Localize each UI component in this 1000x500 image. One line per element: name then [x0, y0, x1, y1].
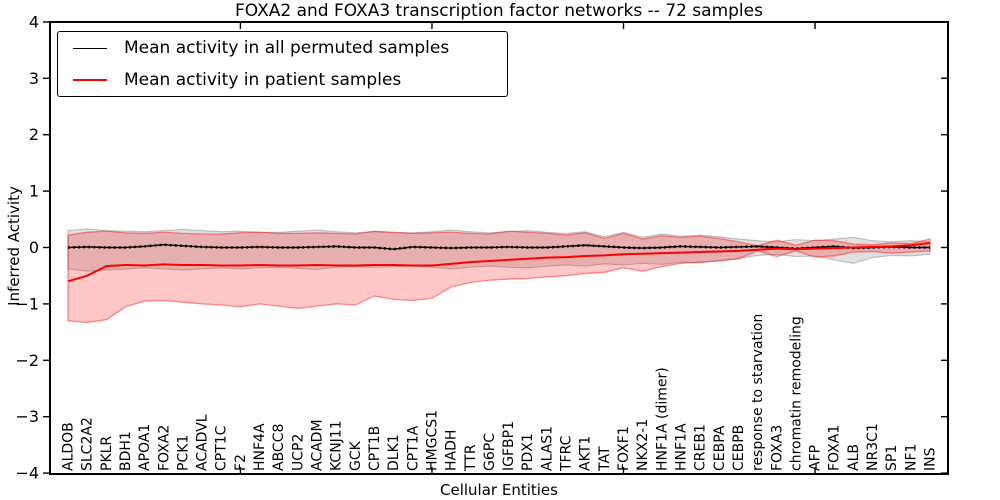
- x-tick-label: NKX2-1: [635, 419, 651, 471]
- line-patient-mean: [67, 241, 931, 283]
- x-tick-label: FOXA3: [769, 425, 785, 471]
- y-tick-label: 3: [29, 69, 39, 88]
- x-tick-label: HADH: [444, 430, 460, 471]
- x-tick-label: TAT: [597, 446, 613, 472]
- x-tick-label: HMGCS1: [424, 410, 440, 471]
- legend-label-permuted: Mean activity in all permuted samples: [124, 38, 450, 59]
- x-tick-label: CREB1: [693, 424, 709, 471]
- x-axis-label: Cellular Entities: [440, 481, 558, 499]
- x-tick-label: CPT1A: [405, 425, 421, 471]
- x-tick-label: FOXA2: [156, 425, 172, 471]
- x-tick-label: PCK1: [175, 435, 191, 471]
- x-tick-label: GCK: [348, 440, 364, 471]
- x-tick-label: G6PC: [482, 433, 498, 471]
- x-tick-label: INS: [923, 447, 939, 471]
- x-tick-label: UCP2: [290, 434, 306, 471]
- x-tick-label: BDH1: [118, 431, 134, 471]
- chart-title: FOXA2 and FOXA3 transcription factor net…: [235, 1, 763, 21]
- x-tick-label: CPT1B: [367, 426, 383, 471]
- x-tick-label: DLK1: [386, 434, 402, 471]
- legend-item-permuted: Mean activity in all permuted samples: [58, 33, 507, 63]
- band-patient: [67, 230, 931, 324]
- y-tick-label: 1: [29, 182, 39, 201]
- legend-line-sample-patient: [73, 78, 107, 81]
- x-tick-label: ACADM: [310, 419, 326, 471]
- x-tick-label: APOA1: [137, 424, 153, 471]
- x-tick-label: KCNJ11: [329, 420, 345, 471]
- y-tick-label: −2: [15, 351, 39, 370]
- x-tick-label: CPT1C: [214, 425, 230, 471]
- x-tick-label: ALDOB: [61, 422, 77, 471]
- x-tick-label: TTR: [463, 444, 479, 472]
- x-tick-label: SP1: [884, 445, 900, 471]
- x-tick-label: AKT1: [578, 436, 594, 471]
- x-tick-label: ALAS1: [539, 426, 555, 471]
- x-tick-label: TFRC: [559, 435, 575, 472]
- y-tick-label: 0: [29, 238, 39, 257]
- x-tick-label: SLC2A2: [80, 417, 96, 471]
- x-tick-label: FOXF1: [616, 426, 632, 471]
- legend: Mean activity in all permuted samples Me…: [57, 31, 508, 97]
- x-tick-label: response to starvation: [750, 314, 766, 471]
- x-tick-label: chromatin remodeling: [788, 316, 804, 471]
- x-tick-label: PDX1: [520, 433, 536, 471]
- x-tick-label: HNF4A: [252, 423, 268, 471]
- x-tick-label: HNF1A: [673, 423, 689, 471]
- x-tick-label: ALB: [846, 444, 862, 471]
- y-axis-label: Inferred Activity: [5, 186, 23, 306]
- x-tick-label: F2: [233, 454, 249, 471]
- legend-line-sample-permuted: [73, 47, 107, 49]
- y-tick-label: 4: [29, 13, 39, 32]
- x-tick-label: FOXA1: [827, 425, 843, 471]
- band-permuted: [67, 228, 931, 272]
- y-tick-label: −1: [15, 294, 39, 313]
- x-tick-label: ACADVL: [195, 414, 211, 471]
- legend-item-patient: Mean activity in patient samples: [58, 65, 507, 95]
- x-tick-label: CEBPA: [712, 425, 728, 471]
- y-tick-label: 2: [29, 125, 39, 144]
- x-tick-label: PKLR: [99, 436, 115, 471]
- x-tick-label: ABCC8: [271, 424, 287, 471]
- y-tick-label: −4: [15, 464, 39, 483]
- x-tick-label: CEBPB: [731, 425, 747, 471]
- x-tick-label: NF1: [903, 444, 919, 471]
- legend-label-patient: Mean activity in patient samples: [124, 69, 402, 90]
- x-tick-label: IGFBP1: [501, 421, 517, 471]
- x-tick-label: AFP: [808, 445, 824, 471]
- x-tick-label: NR3C1: [865, 423, 881, 471]
- x-tick-label: HNF1A (dimer): [654, 367, 670, 471]
- y-tick-label: −3: [15, 407, 39, 426]
